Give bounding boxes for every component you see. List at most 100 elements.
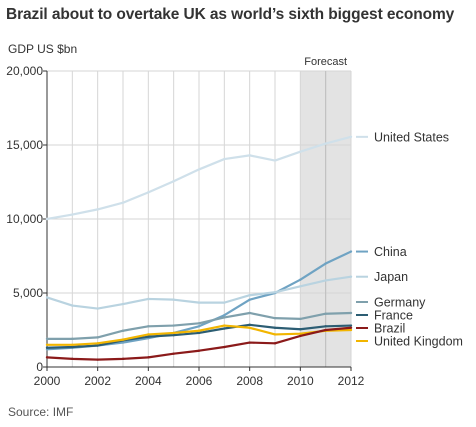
- data-point-brazil: [147, 356, 150, 359]
- x-tick-label: 2010: [287, 374, 314, 388]
- data-point-united-kingdom: [223, 324, 226, 327]
- legend-label-brazil: Brazil: [374, 322, 405, 336]
- data-point-united-states: [273, 159, 277, 162]
- data-point-brazil: [324, 328, 327, 332]
- data-point-japan: [71, 304, 74, 307]
- data-point-brazil: [299, 334, 302, 338]
- legend-label-united-states: United States: [374, 130, 449, 144]
- data-point-united-states: [71, 213, 74, 216]
- data-point-united-states: [197, 168, 201, 171]
- x-tick-label: 2000: [34, 374, 61, 388]
- legend-label-germany: Germany: [374, 296, 426, 310]
- data-point-united-states: [223, 157, 226, 161]
- y-tick-label: 5,000: [13, 286, 43, 300]
- data-point-france: [248, 323, 251, 327]
- y-tick-label: 20,000: [6, 64, 43, 78]
- data-point-brazil: [45, 356, 49, 359]
- x-tick-label: 2002: [84, 374, 111, 388]
- data-point-brazil: [349, 326, 353, 329]
- data-point-france: [45, 346, 49, 349]
- data-point-brazil: [96, 358, 99, 361]
- data-point-japan: [273, 291, 277, 294]
- data-point-china: [324, 262, 327, 265]
- data-point-germany: [121, 329, 125, 332]
- data-point-germany: [147, 325, 150, 328]
- data-point-united-states: [248, 154, 251, 157]
- forecast-label: Forecast: [304, 56, 347, 68]
- data-point-france: [96, 344, 99, 347]
- data-point-germany: [197, 322, 201, 325]
- x-tick-label: 2012: [338, 374, 365, 388]
- data-point-united-states: [96, 208, 99, 211]
- data-point-brazil: [71, 357, 74, 361]
- data-point-germany: [349, 311, 353, 315]
- data-point-japan: [121, 302, 125, 306]
- data-point-brazil: [172, 352, 175, 355]
- data-point-germany: [172, 324, 175, 327]
- data-point-france: [147, 335, 150, 338]
- data-point-germany: [223, 316, 226, 319]
- data-point-china: [223, 314, 226, 317]
- legend-label-china: China: [374, 245, 407, 259]
- data-point-germany: [71, 337, 74, 341]
- data-point-brazil: [248, 341, 251, 344]
- data-point-united-states: [45, 217, 49, 221]
- data-point-france: [71, 345, 74, 349]
- data-point-japan: [147, 297, 150, 301]
- y-axis-unit-label: GDP US $bn: [8, 42, 78, 56]
- data-point-japan: [96, 307, 99, 310]
- data-point-united-kingdom: [121, 338, 125, 341]
- data-point-united-states: [299, 150, 302, 153]
- data-point-united-kingdom: [273, 333, 277, 336]
- data-point-germany: [299, 317, 302, 321]
- y-tick-label: 10,000: [6, 212, 43, 226]
- y-tick-label: 0: [36, 360, 43, 374]
- legend-label-france: France: [374, 309, 413, 323]
- data-point-united-kingdom: [71, 343, 74, 346]
- data-point-japan: [197, 301, 201, 304]
- y-tick-label: 15,000: [6, 138, 43, 152]
- data-point-germany: [273, 316, 277, 320]
- data-point-germany: [248, 311, 251, 315]
- data-point-france: [349, 324, 353, 327]
- data-point-japan: [223, 301, 226, 304]
- data-point-japan: [248, 294, 251, 297]
- x-tick-label: 2008: [236, 374, 263, 388]
- data-point-united-states: [172, 180, 175, 183]
- data-point-france: [273, 326, 277, 329]
- data-point-brazil: [273, 342, 277, 345]
- x-tick-label: 2004: [135, 374, 162, 388]
- data-point-france: [172, 333, 175, 337]
- data-point-brazil: [223, 345, 226, 349]
- data-point-united-kingdom: [299, 332, 302, 335]
- legend-label-japan: Japan: [374, 270, 408, 284]
- data-point-japan: [45, 296, 49, 299]
- data-point-united-states: [147, 191, 150, 194]
- data-point-china: [299, 278, 302, 281]
- data-point-japan: [349, 275, 353, 278]
- x-tick-label: 2006: [186, 374, 213, 388]
- data-point-china: [248, 298, 251, 301]
- data-point-united-kingdom: [96, 342, 99, 345]
- data-point-germany: [45, 337, 49, 341]
- data-point-france: [197, 331, 201, 335]
- chart-title: Brazil about to overtake UK as world’s s…: [6, 6, 455, 23]
- data-point-france: [324, 325, 327, 328]
- data-point-china: [197, 325, 201, 328]
- data-point-united-kingdom: [147, 333, 150, 336]
- data-point-china: [121, 341, 125, 344]
- legend-label-united-kingdom: United Kingdom: [374, 335, 463, 349]
- data-point-germany: [324, 312, 327, 315]
- data-point-brazil: [121, 357, 125, 361]
- data-point-united-states: [324, 142, 327, 145]
- data-point-china: [349, 250, 353, 253]
- data-point-germany: [96, 336, 99, 339]
- data-point-united-kingdom: [248, 326, 251, 329]
- data-point-united-kingdom: [172, 331, 175, 335]
- data-point-united-states: [121, 201, 125, 204]
- data-point-japan: [324, 279, 327, 282]
- data-point-united-kingdom: [349, 328, 353, 332]
- data-point-united-states: [349, 135, 353, 139]
